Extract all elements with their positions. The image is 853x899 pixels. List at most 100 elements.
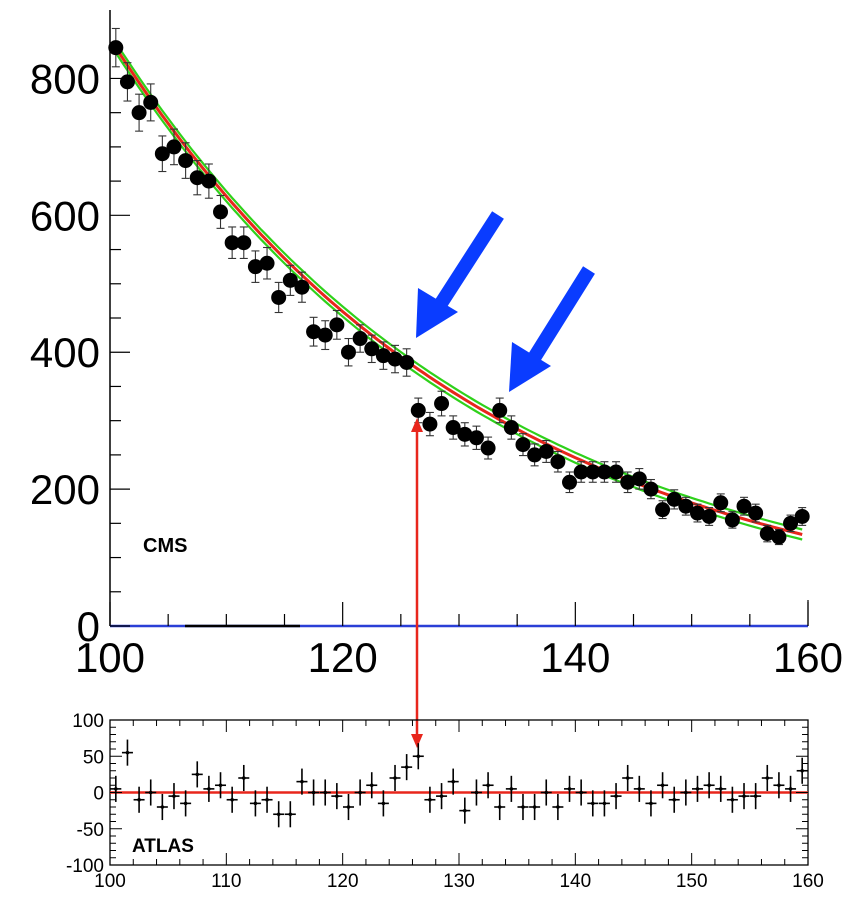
atlas-data-point bbox=[393, 776, 397, 780]
cms-data-point bbox=[317, 327, 333, 343]
atlas-data-point bbox=[428, 797, 432, 802]
atlas-data-point bbox=[590, 801, 595, 806]
atlas-data-point bbox=[637, 787, 642, 791]
red-arrow-connector bbox=[411, 418, 423, 748]
atlas-data-point bbox=[672, 797, 677, 802]
cms-data-point bbox=[329, 317, 345, 333]
cms-data-point bbox=[224, 235, 240, 251]
atlas-data-point bbox=[207, 787, 211, 791]
atlas-data-point bbox=[463, 808, 467, 813]
cms-data-point bbox=[748, 505, 764, 521]
atlas-data-point bbox=[265, 797, 269, 802]
atlas-y-tick-label: -50 bbox=[77, 820, 104, 841]
cms-data-point bbox=[468, 430, 484, 446]
atlas-data-point bbox=[800, 768, 804, 773]
cms-y-tick-label: 600 bbox=[30, 192, 100, 239]
atlas-data-point bbox=[544, 790, 549, 795]
cms-y-tick-label: 0 bbox=[77, 603, 100, 650]
atlas-x-tick-label: 120 bbox=[327, 871, 359, 892]
atlas-data-point bbox=[695, 787, 700, 791]
atlas-x-tick-label: 140 bbox=[559, 871, 591, 892]
atlas-data-point bbox=[777, 783, 781, 788]
cms-data-point bbox=[247, 259, 263, 275]
atlas-data-point bbox=[195, 772, 200, 777]
atlas-data-point bbox=[358, 790, 362, 795]
cms-data-point bbox=[596, 464, 612, 480]
cms-data-point bbox=[422, 416, 438, 432]
cms-data-point bbox=[143, 94, 159, 110]
cms-x-tick-label: 120 bbox=[308, 634, 378, 681]
cms-data-point bbox=[701, 508, 717, 524]
atlas-data-point bbox=[288, 812, 293, 817]
cms-data-point bbox=[562, 474, 578, 490]
cms-data-point bbox=[213, 204, 229, 220]
cms-data-point bbox=[608, 464, 624, 480]
atlas-data-point bbox=[114, 787, 118, 791]
atlas-data-point bbox=[614, 794, 618, 798]
cms-data-point bbox=[445, 420, 461, 436]
cms-x-tick-label: 160 bbox=[773, 634, 843, 681]
atlas-data-point bbox=[451, 779, 455, 784]
cms-data-point bbox=[271, 289, 287, 305]
cms-data-point bbox=[771, 529, 787, 545]
cms-x-tick-label: 100 bbox=[75, 634, 145, 681]
atlas-y-tick-label: 100 bbox=[72, 711, 104, 732]
atlas-x-ticks: 100 110 120 130 140 150 160 bbox=[94, 720, 824, 892]
atlas-data-point bbox=[160, 805, 165, 809]
atlas-x-tick-label: 160 bbox=[792, 871, 824, 892]
cms-label: CMS bbox=[143, 535, 187, 557]
cms-data-point bbox=[678, 498, 694, 514]
atlas-data-point bbox=[579, 790, 583, 795]
fit-curve-red bbox=[114, 46, 803, 536]
cms-data-point bbox=[166, 139, 182, 155]
fit-curve-green-upper bbox=[114, 42, 803, 531]
atlas-data-point bbox=[684, 790, 688, 795]
cms-x-tick-label: 140 bbox=[540, 634, 610, 681]
atlas-y-tick-label: 50 bbox=[83, 747, 104, 768]
atlas-data-point bbox=[323, 790, 328, 795]
atlas-y-tick-label: 0 bbox=[93, 784, 104, 805]
cms-data-point bbox=[689, 505, 705, 521]
cms-data-point bbox=[480, 440, 496, 456]
cms-data-point bbox=[201, 173, 217, 189]
atlas-y-tick-label: -100 bbox=[66, 856, 104, 877]
atlas-data-point bbox=[567, 787, 572, 791]
cms-data-point bbox=[550, 454, 566, 470]
cms-data-point bbox=[527, 447, 543, 463]
atlas-data-point bbox=[276, 812, 281, 817]
atlas-data-point bbox=[649, 801, 653, 806]
atlas-data-point bbox=[707, 783, 711, 788]
atlas-y-ticks: 100 50 0 -50 -100 bbox=[66, 711, 808, 877]
cms-data-point bbox=[259, 255, 275, 271]
atlas-data-point bbox=[474, 790, 479, 795]
cms-data-point bbox=[713, 495, 729, 511]
cms-x-ticks: 100 120 140 160 bbox=[75, 602, 843, 681]
atlas-data-point bbox=[183, 801, 188, 806]
atlas-data-point bbox=[137, 797, 141, 802]
atlas-data-point bbox=[172, 794, 176, 798]
atlas-data-point bbox=[335, 794, 339, 798]
atlas-data-point bbox=[241, 776, 246, 780]
cms-data-point bbox=[434, 396, 450, 412]
atlas-data-point bbox=[381, 801, 386, 806]
cms-data-point bbox=[724, 512, 740, 528]
cms-data-point bbox=[655, 502, 671, 518]
cms-data-point bbox=[399, 354, 415, 370]
atlas-data-point bbox=[497, 805, 502, 809]
cms-data-point bbox=[375, 348, 391, 364]
atlas-data-point bbox=[509, 787, 514, 791]
cms-data-point bbox=[666, 491, 682, 507]
atlas-data-point bbox=[253, 801, 258, 806]
cms-data-point bbox=[108, 40, 124, 56]
atlas-data-point bbox=[486, 783, 490, 788]
cms-data-point bbox=[643, 481, 659, 497]
cms-data-point bbox=[154, 146, 170, 162]
cms-data-point bbox=[631, 471, 647, 487]
cms-data-point bbox=[492, 402, 508, 418]
cms-data-point bbox=[585, 464, 601, 480]
cms-data-point bbox=[189, 170, 205, 186]
cms-data-point bbox=[783, 515, 799, 531]
cms-data-point bbox=[515, 437, 531, 453]
atlas-data-point bbox=[718, 787, 723, 791]
atlas-data-point bbox=[404, 765, 409, 769]
